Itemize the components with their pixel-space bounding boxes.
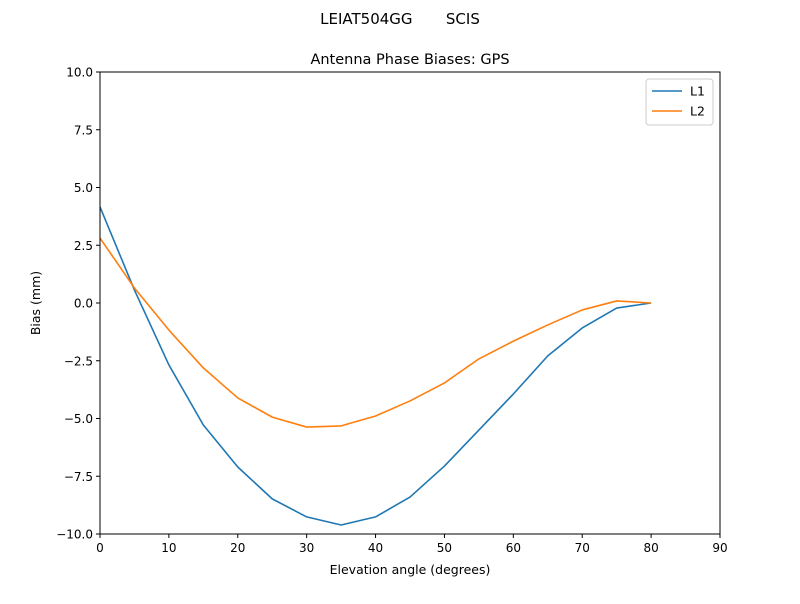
x-tick-label: 80 [643, 541, 658, 555]
y-tick-label: 2.5 [74, 239, 93, 253]
x-axis-label: Elevation angle (degrees) [330, 562, 491, 577]
legend-label-l2: L2 [690, 104, 705, 119]
plot-frame [99, 71, 721, 535]
y-tick-label: −2.5 [64, 354, 93, 368]
y-axis-label: Bias (mm) [28, 271, 43, 335]
chart-title: Antenna Phase Biases: GPS [310, 52, 509, 68]
x-tick-label: 10 [161, 541, 176, 555]
y-tick-label: −7.5 [64, 470, 93, 484]
x-tick-label: 0 [96, 541, 104, 555]
y-tick-label: 10.0 [66, 66, 93, 80]
series-line-l2 [99, 237, 652, 428]
x-tick-label: 30 [299, 541, 314, 555]
y-tick-label: 7.5 [74, 123, 93, 137]
series-line-l1 [99, 206, 652, 526]
y-tick-label: 0.0 [74, 297, 93, 311]
y-tick-label: −5.0 [64, 412, 93, 426]
y-tick-label: −10.0 [56, 528, 93, 542]
chart-suptitle: LEIAT504GG SCIS [320, 10, 480, 28]
x-tick-label: 60 [506, 541, 521, 555]
x-tick-label: 20 [230, 541, 245, 555]
x-tick-label: 90 [712, 541, 727, 555]
legend-label-l1: L1 [690, 84, 705, 99]
x-tick-label: 40 [368, 541, 383, 555]
y-tick-label: 5.0 [74, 181, 93, 195]
x-tick-label: 50 [437, 541, 452, 555]
x-tick-label: 70 [575, 541, 590, 555]
